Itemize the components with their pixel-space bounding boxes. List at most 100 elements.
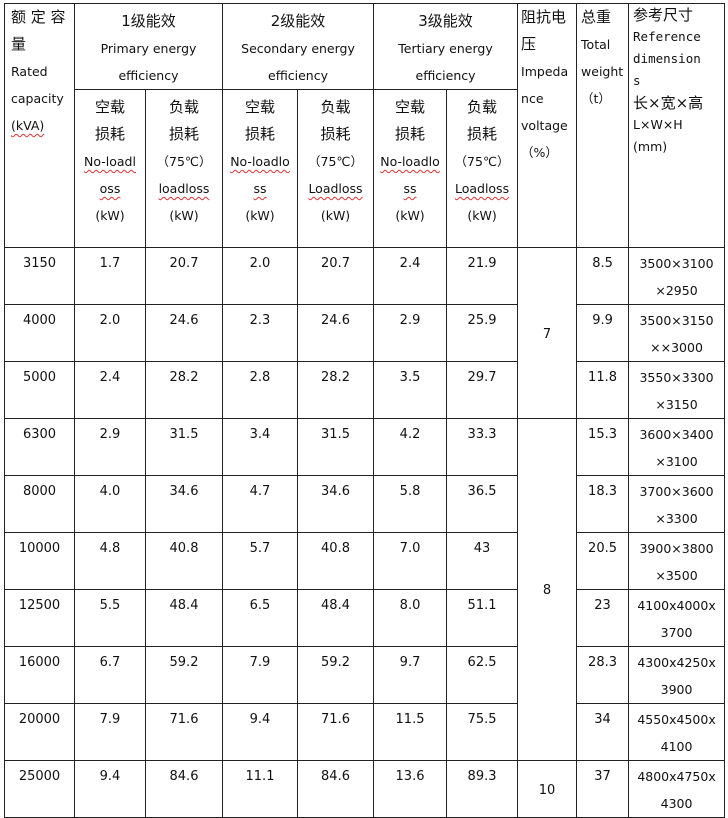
- load-loss: 24.6: [145, 304, 223, 362]
- header-text: L×W×H: [633, 117, 683, 132]
- reference-dimensions: 3900×3800 ×3500: [628, 532, 726, 590]
- header-text: 损耗: [467, 125, 498, 143]
- load-loss: 84.6: [296, 760, 375, 818]
- total-weight: 9.9: [576, 304, 630, 362]
- no-load-loss: 5.5: [74, 589, 146, 647]
- header-text: loadloss: [158, 181, 210, 196]
- load-loss: 43: [446, 532, 519, 590]
- impedance-voltage: 7: [517, 247, 578, 419]
- rated-capacity: 10000: [4, 532, 75, 590]
- group-en: efficiency: [415, 68, 476, 83]
- no-load-loss: 2.0: [74, 304, 146, 362]
- rated-capacity: 8000: [4, 475, 75, 533]
- load-loss: 62.5: [446, 646, 519, 704]
- dim-line: 4100x4000x: [637, 598, 716, 613]
- header-text: 损耗: [244, 125, 275, 143]
- header-text: (kW): [395, 208, 425, 223]
- rated-capacity: 3150: [4, 247, 75, 305]
- rated-capacity: 16000: [4, 646, 75, 704]
- reference-dimensions: 3550×3300 ×3150: [628, 361, 726, 419]
- dim-line: 3500×3100: [639, 256, 714, 271]
- group-cn: 3级能效: [418, 12, 473, 30]
- no-load-loss: 3.4: [222, 418, 298, 476]
- no-load-loss: 9.4: [74, 760, 146, 818]
- header-text: Rated: [11, 64, 48, 79]
- group-cn: 2级能效: [270, 12, 326, 30]
- header-text: (kW): [95, 208, 125, 223]
- dim-line: 4100: [660, 739, 693, 754]
- load-loss: 33.3: [446, 418, 519, 476]
- load-loss: 71.6: [145, 703, 223, 761]
- load-loss: 28.2: [145, 361, 223, 419]
- load-loss: 24.6: [296, 304, 375, 362]
- rated-capacity: 4000: [4, 304, 75, 362]
- header-impedance: 阻抗电压 Impeda nce voltage （%）: [517, 3, 578, 248]
- transformer-spec-table: 额 定 容量 Rated capacity (kVA) 1级能效 Primary ener…: [4, 3, 726, 818]
- reference-dimensions: 3500×3150 ××3000: [628, 304, 726, 362]
- header-text: 损耗: [395, 125, 426, 143]
- load-loss: 25.9: [446, 304, 519, 362]
- dim-line: 3550×3300: [639, 370, 714, 385]
- rated-capacity: 6300: [4, 418, 75, 476]
- no-load-loss: 2.3: [222, 304, 298, 362]
- header-text: (kVA): [11, 118, 45, 133]
- header-text: 负载: [320, 98, 351, 116]
- header-text: 损耗: [94, 125, 125, 143]
- group-en: efficiency: [268, 68, 329, 83]
- total-weight: 8.5: [576, 247, 630, 305]
- header-text: 阻抗电: [521, 8, 567, 26]
- no-load-loss: 2.9: [74, 418, 146, 476]
- no-load-loss: 13.6: [373, 760, 448, 818]
- dim-line: 3700: [660, 625, 693, 640]
- header-text: s: [633, 73, 641, 88]
- no-load-loss: 9.4: [222, 703, 298, 761]
- dim-line: ×3300: [655, 511, 698, 526]
- no-load-loss: 4.7: [222, 475, 298, 533]
- load-loss: 28.2: [296, 361, 375, 419]
- header-text: capacity: [11, 91, 64, 106]
- header-text: (kW): [245, 208, 275, 223]
- no-load-loss: 2.4: [74, 361, 146, 419]
- load-loss: 21.9: [446, 247, 519, 305]
- no-load-loss: 11.1: [222, 760, 298, 818]
- header-text: （75℃）: [308, 154, 363, 169]
- header-text: 空载: [94, 98, 125, 116]
- load-loss: 40.8: [296, 532, 375, 590]
- header-text: 额 定 容: [11, 8, 66, 26]
- dim-line: 4800x4750x: [637, 769, 716, 784]
- no-load-loss: 6.7: [74, 646, 146, 704]
- rated-capacity: 25000: [4, 760, 75, 818]
- table-row: 6300 2.9 31.5 3.4 31.5 4.2 33.3 8 15.3 3600×3400 ×…: [4, 418, 726, 761]
- header-text: nce: [521, 91, 544, 106]
- dim-line: 4300: [660, 796, 693, 811]
- rated-capacity: 5000: [4, 361, 75, 419]
- reference-dimensions: 3600×3400 ×3100: [628, 418, 726, 476]
- no-load-loss: 2.9: [373, 304, 448, 362]
- no-load-loss: 3.5: [373, 361, 448, 419]
- no-load-loss: 4.8: [74, 532, 146, 590]
- header-rated-capacity: 额 定 容量 Rated capacity (kVA): [4, 3, 75, 248]
- header-text: ss: [403, 181, 417, 196]
- header-text: 参考尺寸: [633, 6, 694, 24]
- reference-dimensions: 4300x4250x 3900: [628, 646, 726, 704]
- header-text: weight: [581, 64, 624, 79]
- no-load-loss: 7.9: [74, 703, 146, 761]
- table-row: 4000 2.0 24.6 2.3 24.6 2.9 25.9 9.9 3500×3150 ××3…: [4, 304, 726, 362]
- total-weight: 28.3: [576, 646, 630, 704]
- load-loss: 31.5: [145, 418, 223, 476]
- no-load-loss: 2.8: [222, 361, 298, 419]
- header-dimensions: 参考尺寸 Reference dimension s 长×宽×高 L×W×H (mm): [628, 3, 726, 248]
- header-text: 压: [521, 35, 537, 53]
- no-load-loss: 6.5: [222, 589, 298, 647]
- total-weight: 34: [576, 703, 630, 761]
- header-weight: 总重 Total weight （t）: [576, 3, 630, 248]
- header-text: 损耗: [168, 125, 199, 143]
- load-loss: 71.6: [296, 703, 375, 761]
- table-row: 5000 2.4 28.2 2.8 28.2 3.5 29.7 11.8 3550×3300 ×3…: [4, 361, 726, 419]
- dim-line: ××3000: [650, 340, 703, 355]
- reference-dimensions: 4100x4000x 3700: [628, 589, 726, 647]
- table-row: 10000 4.8 40.8 5.7 40.8 7.0 43 20.5 3900×3800 ×35…: [4, 532, 726, 590]
